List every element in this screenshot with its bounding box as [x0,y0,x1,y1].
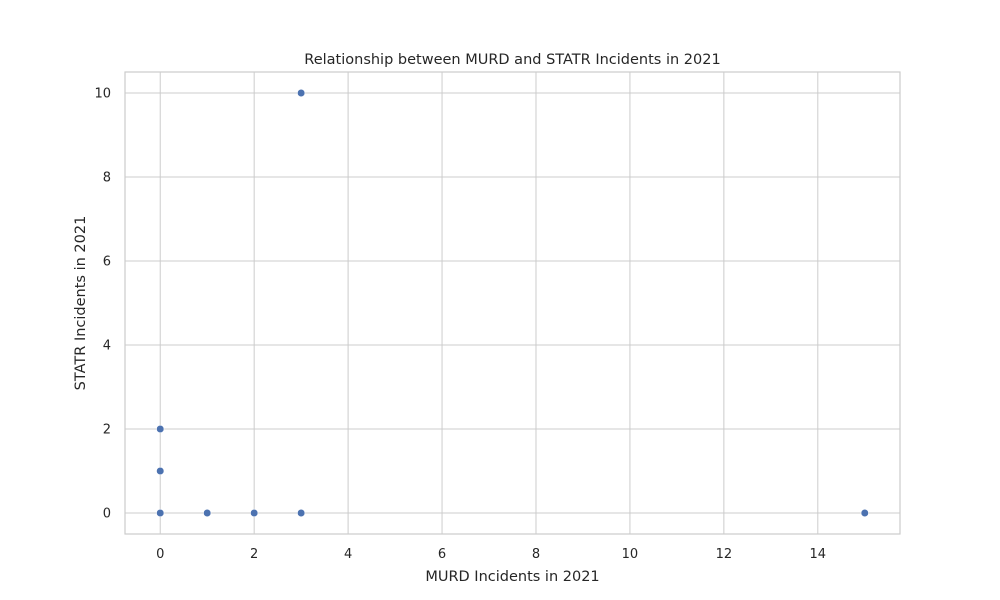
plot-frame [124,71,901,535]
x-axis-label: MURD Incidents in 2021 [425,569,599,585]
y-tick-label: 8 [103,171,111,186]
x-tick-label: 8 [532,547,540,562]
y-tick-label: 6 [103,255,111,270]
chart-title: Relationship between MURD and STATR Inci… [304,52,720,68]
data-point [297,88,306,98]
data-point [156,466,165,476]
x-tick-label: 2 [250,547,258,562]
data-point [250,508,259,518]
tick-labels: 0 2 4 6 8 10 12 14 0 2 4 6 8 10 [94,87,826,563]
x-tick-label: 10 [622,547,639,562]
data-point [860,508,869,518]
y-axis-label: STATR Incidents in 2021 [73,216,89,391]
y-tick-label: 0 [103,507,111,522]
data-point [297,508,306,518]
data-points [156,88,869,518]
y-tick-label: 4 [103,339,111,354]
x-tick-label: 14 [810,547,827,562]
x-tick-label: 12 [716,547,733,562]
x-tick-label: 4 [344,547,352,562]
grid [125,72,900,534]
x-tick-label: 0 [156,547,164,562]
data-point [156,508,165,518]
x-tick-label: 6 [438,547,446,562]
data-point [156,424,165,434]
data-point [203,508,212,518]
y-tick-label: 2 [103,423,111,438]
y-tick-label: 10 [94,87,111,102]
